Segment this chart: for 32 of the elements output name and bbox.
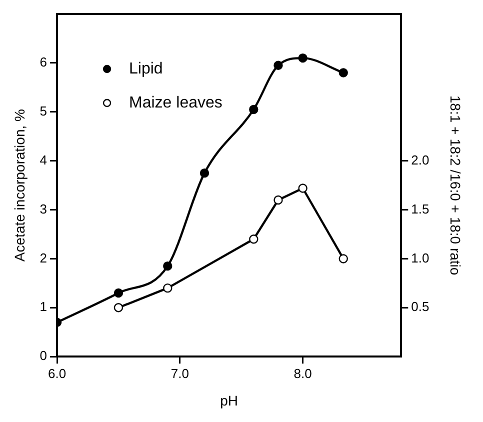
point	[338, 68, 348, 78]
x-axis-title: pH	[220, 392, 238, 408]
point	[298, 184, 308, 193]
point	[163, 283, 172, 293]
y2-tick-label: 1.5	[411, 201, 430, 216]
y-tick-label: 6	[40, 54, 48, 70]
y-tick-label: 4	[40, 152, 48, 168]
y-axis-title: Acetate incorporation, %	[11, 109, 28, 262]
y2-tick-label: 1.0	[411, 250, 430, 266]
y2-axis-title: 18:1 + 18:2 /16:0 + 18:0 ratio	[448, 95, 464, 276]
y-tick-label: 5	[40, 103, 48, 118]
y-tick-label: 0	[40, 348, 48, 364]
x-tick-label: 7.0	[170, 366, 189, 381]
y2-tick-label: 2.0	[411, 152, 430, 168]
point	[114, 288, 124, 298]
legend-label: Maize leaves	[129, 94, 222, 112]
x-tick-label: 8.0	[294, 366, 312, 381]
point	[249, 104, 258, 114]
point	[249, 234, 258, 244]
y-tick-label: 1	[40, 299, 48, 314]
point	[200, 168, 210, 178]
point	[163, 261, 172, 271]
point	[338, 254, 348, 264]
point	[274, 195, 283, 205]
point	[114, 303, 124, 312]
x-tick-label: 6.0	[48, 366, 66, 381]
legend-label: Lipid	[129, 60, 163, 78]
point	[298, 53, 308, 63]
y-tick-label: 3	[40, 201, 48, 216]
y-tick-label: 2	[40, 250, 48, 266]
y2-tick-label: 0.5	[411, 299, 430, 314]
point	[274, 60, 283, 70]
